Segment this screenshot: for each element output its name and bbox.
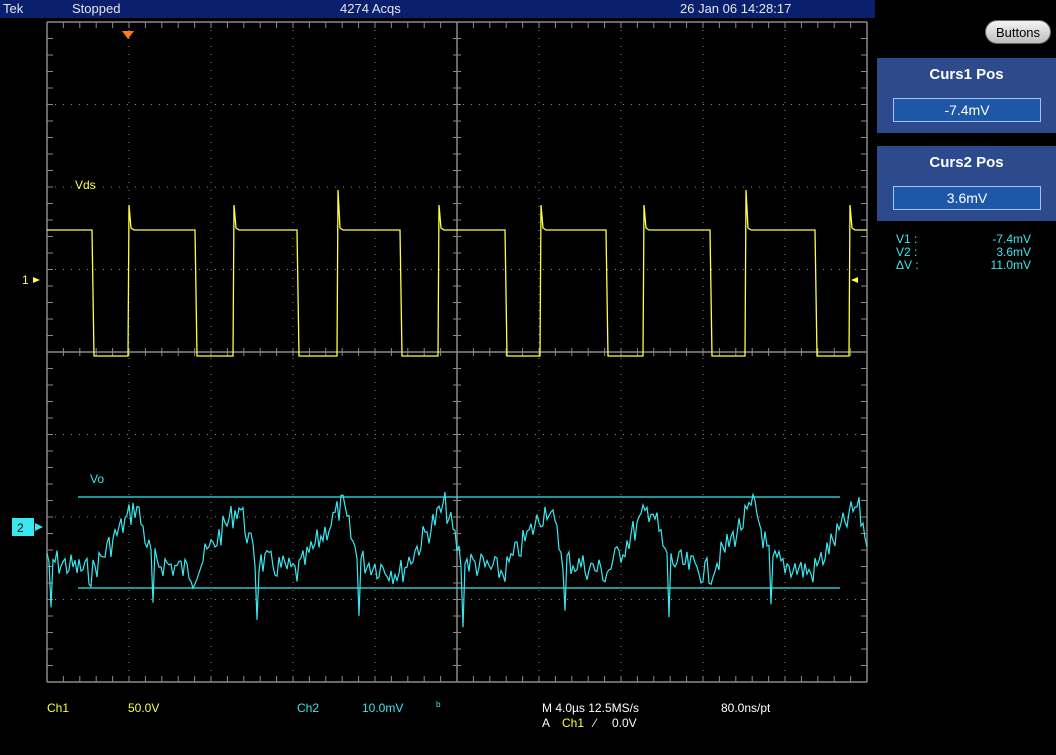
ch1-scale[interactable]: 50.0V <box>128 701 160 715</box>
curs1-title: Curs1 Pos <box>929 66 1004 83</box>
resolution-readout: 80.0ns/pt <box>721 701 771 715</box>
readout-value: 11.0mV <box>990 258 1031 272</box>
curs2-panel[interactable]: Curs2 Pos 3.6mV <box>877 146 1056 221</box>
readout-value: -7.4mV <box>992 232 1031 246</box>
bandwidth-limit-icon: ᵇ <box>436 699 441 713</box>
status-bar: Tek Stopped 4274 Acqs 26 Jan 06 14:28:17 <box>0 0 875 18</box>
curs2-title: Curs2 Pos <box>929 154 1004 171</box>
trigger-slope-icon: ⁄ <box>594 716 597 730</box>
date-time: 26 Jan 06 14:28:17 <box>680 1 792 16</box>
trigger-level[interactable]: 0.0V <box>612 716 637 730</box>
readout-value: 3.6mV <box>996 245 1031 259</box>
trigger-source[interactable]: Ch1 <box>562 716 585 730</box>
ch2-waveform-label: Vo <box>90 472 104 486</box>
ch1-marker[interactable]: 1 <box>22 273 40 287</box>
svg-text:1: 1 <box>22 273 29 287</box>
ch2-waveform <box>46 491 868 628</box>
ch1-waveform <box>47 189 867 357</box>
curs1-panel[interactable]: Curs1 Pos -7.4mV <box>877 58 1056 133</box>
acq-state: Stopped <box>72 1 121 16</box>
buttons-button[interactable]: Buttons <box>985 20 1051 44</box>
ch1-waveform-label: Vds <box>75 178 96 192</box>
ch2-name[interactable]: Ch2 <box>297 701 320 715</box>
readout-key: ΔV : <box>896 258 919 272</box>
brand-label: Tek <box>3 1 24 16</box>
acq-count: 4274 Acqs <box>340 1 401 16</box>
ch2-scale[interactable]: 10.0mV <box>362 701 404 715</box>
ch2-marker[interactable]: 2 <box>12 518 43 536</box>
trigger-prefix: A <box>542 716 551 730</box>
curs1-value-field[interactable]: -7.4mV <box>893 98 1041 122</box>
trigger-position-marker[interactable] <box>122 31 134 39</box>
ch1-name[interactable]: Ch1 <box>47 701 70 715</box>
timebase-readout[interactable]: M 4.0µs 12.5MS/s <box>542 701 639 715</box>
scope-display[interactable]: 1 2 Vds Vo <box>0 0 875 755</box>
ch1-trigger-level-arrow <box>851 277 858 283</box>
graticule <box>46 21 868 683</box>
svg-text:2: 2 <box>17 521 24 535</box>
curs2-value-field[interactable]: 3.6mV <box>893 186 1041 210</box>
readout-key: V2 : <box>896 245 918 259</box>
readout-key: V1 : <box>896 232 918 246</box>
